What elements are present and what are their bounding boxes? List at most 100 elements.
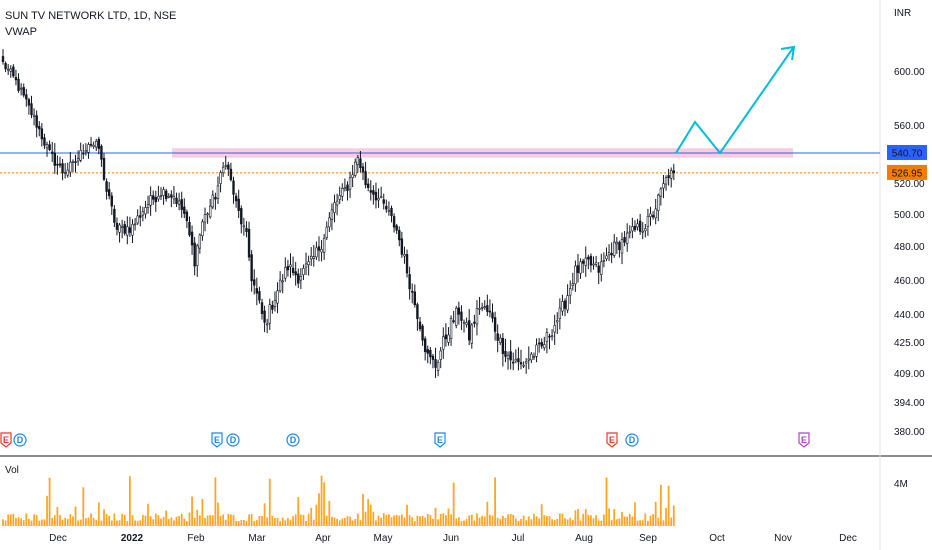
candle-body[interactable] — [102, 157, 106, 180]
candle-body[interactable] — [271, 304, 274, 310]
candle-body[interactable] — [576, 265, 580, 273]
candle-body[interactable] — [615, 241, 619, 245]
candle-body[interactable] — [276, 290, 279, 304]
candle-body[interactable] — [493, 317, 497, 332]
candle-body[interactable] — [366, 183, 370, 188]
candle-body[interactable] — [45, 144, 49, 149]
candle-body[interactable] — [237, 198, 240, 211]
candle-body[interactable] — [87, 144, 90, 153]
candle-body[interactable] — [351, 174, 354, 178]
candle-body[interactable] — [460, 311, 463, 321]
candle-body[interactable] — [268, 304, 271, 324]
candle-body[interactable] — [27, 99, 31, 106]
candle-body[interactable] — [496, 333, 499, 341]
candle-body[interactable] — [281, 280, 284, 283]
candle-body[interactable] — [294, 271, 297, 276]
candle-body[interactable] — [167, 195, 170, 198]
candle-body[interactable] — [662, 183, 665, 189]
candle-body[interactable] — [654, 208, 657, 219]
time-axis[interactable]: Dec 2022 Feb Mar Apr May Jun Jul Aug Sep Oct Nov Dec — [49, 533, 857, 544]
candle-body[interactable] — [131, 224, 134, 236]
candle-body[interactable] — [51, 151, 54, 154]
earnings-badge-upcoming[interactable]: E — [798, 432, 810, 448]
candle-body[interactable] — [439, 350, 442, 360]
candle-body[interactable] — [540, 342, 543, 347]
dividend-badge[interactable]: D — [286, 433, 300, 447]
candle-body[interactable] — [548, 335, 551, 338]
candle-body[interactable] — [58, 163, 62, 166]
candle-body[interactable] — [258, 291, 261, 301]
candle-body[interactable] — [447, 334, 450, 343]
candle-body[interactable] — [392, 216, 396, 228]
candle-body[interactable] — [9, 68, 12, 72]
candle-body[interactable] — [43, 137, 46, 146]
candle-body[interactable] — [330, 209, 334, 221]
candle-body[interactable] — [628, 231, 631, 234]
candle-body[interactable] — [509, 351, 512, 361]
candle-body[interactable] — [105, 181, 108, 192]
candle-body[interactable] — [172, 196, 176, 200]
candle-body[interactable] — [631, 226, 634, 232]
candle-body[interactable] — [211, 194, 214, 208]
candle-body[interactable] — [465, 322, 468, 325]
candle-body[interactable] — [66, 169, 69, 176]
candle-body[interactable] — [255, 288, 259, 294]
candle-body[interactable] — [405, 254, 409, 274]
candle-body[interactable] — [245, 227, 248, 232]
candle-body[interactable] — [320, 249, 323, 253]
volume-label[interactable]: Vol — [5, 465, 19, 476]
candle-body[interactable] — [607, 252, 611, 256]
candle-body[interactable] — [556, 320, 559, 323]
candle-body[interactable] — [369, 190, 372, 193]
candle-body[interactable] — [286, 265, 290, 271]
candle-body[interactable] — [558, 307, 562, 319]
candle-body[interactable] — [240, 208, 243, 225]
candle-body[interactable] — [95, 140, 98, 148]
candle-body[interactable] — [592, 263, 595, 266]
candle-body[interactable] — [610, 252, 613, 256]
candle-body[interactable] — [152, 195, 155, 200]
candle-body[interactable] — [48, 144, 51, 150]
candle-body[interactable] — [69, 161, 72, 173]
candle-body[interactable] — [416, 304, 419, 320]
candle-body[interactable] — [209, 205, 212, 218]
candle-body[interactable] — [343, 187, 347, 190]
candle-body[interactable] — [395, 225, 398, 231]
candle-body[interactable] — [100, 145, 103, 160]
candle-body[interactable] — [154, 197, 158, 203]
candle-body[interactable] — [537, 342, 541, 345]
candle-body[interactable] — [600, 261, 603, 275]
candle-body[interactable] — [12, 66, 15, 77]
candle-body[interactable] — [571, 283, 575, 286]
candle-body[interactable] — [449, 318, 453, 339]
candle-body[interactable] — [304, 263, 308, 268]
candle-body[interactable] — [566, 295, 569, 311]
candle-body[interactable] — [325, 226, 328, 238]
candle-body[interactable] — [224, 165, 227, 167]
candle-body[interactable] — [550, 335, 554, 338]
candle-body[interactable] — [126, 226, 129, 236]
candle-body[interactable] — [185, 211, 189, 222]
price-axis[interactable]: 600.00 560.00 520.00 500.00 480.00 460.00 440.… — [894, 67, 925, 438]
candle-body[interactable] — [532, 356, 536, 358]
candle-body[interactable] — [278, 279, 282, 292]
candle-body[interactable] — [390, 207, 393, 217]
candle-body[interactable] — [501, 337, 505, 354]
candle-body[interactable] — [589, 255, 593, 266]
candle-body[interactable] — [400, 238, 404, 255]
candle-body[interactable] — [506, 354, 510, 360]
earnings-badge[interactable]: E — [211, 432, 223, 448]
candle-body[interactable] — [486, 305, 489, 312]
candle-body[interactable] — [35, 115, 38, 128]
candle-body[interactable] — [284, 267, 287, 279]
candle-body[interactable] — [574, 265, 577, 285]
candle-body[interactable] — [517, 358, 520, 363]
candle-body[interactable] — [216, 185, 220, 199]
candle-body[interactable] — [667, 175, 670, 179]
candle-body[interactable] — [107, 189, 111, 197]
candle-body[interactable] — [19, 87, 23, 90]
candle-body[interactable] — [328, 217, 331, 228]
candle-body[interactable] — [120, 226, 124, 229]
